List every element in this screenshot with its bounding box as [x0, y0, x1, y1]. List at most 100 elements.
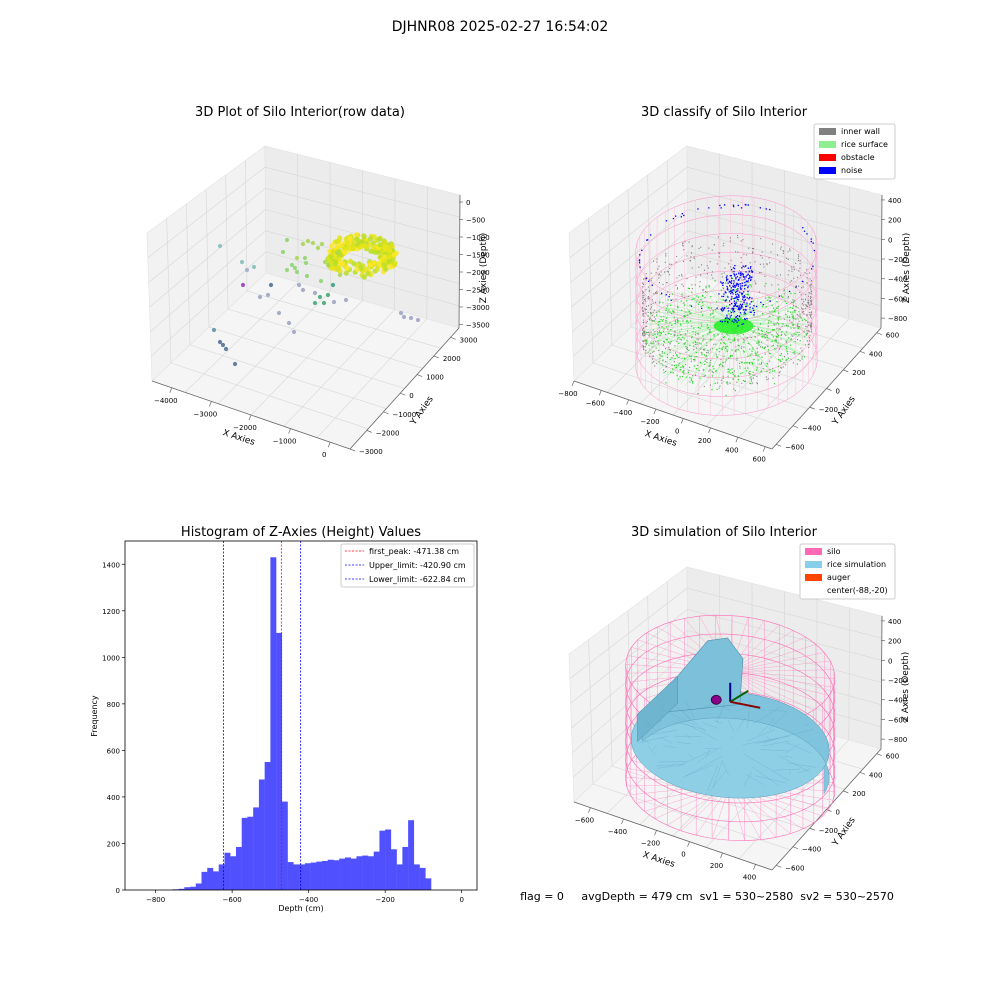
rice-surface-point — [732, 378, 734, 380]
panel-classify-title: 3D classify of Silo Interior — [641, 105, 808, 120]
raw-point — [280, 249, 286, 255]
inner-wall-point — [752, 252, 753, 254]
inner-wall-point — [764, 336, 765, 338]
rice-surface-point — [775, 339, 777, 342]
inner-wall-point — [764, 275, 766, 277]
rice-surface-point — [662, 359, 664, 361]
inner-wall-point — [779, 348, 780, 350]
x-tick-mark — [654, 830, 657, 836]
x-axis-line — [573, 380, 773, 450]
noise-point — [742, 298, 744, 300]
inner-wall-point — [658, 265, 660, 267]
x-tick-label: −600 — [223, 896, 242, 904]
rice-surface-point — [722, 310, 724, 312]
rice-surface-point — [758, 344, 760, 346]
rice-surface-point — [803, 331, 805, 333]
rice-surface-point — [696, 295, 698, 297]
rice-surface-point — [785, 334, 787, 336]
noise-point — [733, 274, 736, 276]
inner-wall-point — [805, 325, 807, 327]
center-axis-x — [730, 700, 761, 709]
rice-surface-point — [690, 358, 692, 360]
noise-point — [733, 280, 735, 282]
noise-point — [806, 233, 808, 235]
rice-surface-point — [708, 285, 710, 287]
noise-point — [744, 296, 746, 298]
inner-wall-point — [646, 325, 648, 327]
x-tick-label: 0 — [675, 428, 679, 436]
inner-wall-point — [766, 264, 768, 266]
rice-surface-point — [740, 317, 742, 319]
x-tick-label: −600 — [586, 399, 605, 407]
rice-surface-point — [740, 313, 742, 315]
histogram-bar — [190, 886, 196, 890]
raw-point — [294, 255, 300, 261]
rice-surface-point — [744, 380, 746, 382]
inner-wall-point — [679, 334, 681, 336]
rice-surface-point — [738, 362, 741, 364]
y-tick-label: 200 — [852, 790, 865, 798]
rice-surface-point — [785, 359, 787, 361]
noise-point — [735, 320, 737, 322]
inner-wall-point — [642, 307, 644, 309]
noise-point — [732, 204, 735, 206]
rice-surface-point — [747, 361, 749, 364]
x-tick-label: −400 — [299, 896, 318, 904]
x-tick-label: 0 — [681, 851, 685, 859]
rice-surface-point — [685, 321, 688, 323]
rice-surface-point — [795, 318, 797, 320]
rice-surface-point — [796, 325, 799, 327]
rice-simulation-mesh — [652, 744, 657, 750]
rice-surface-point — [708, 332, 710, 334]
y-tick-label: −3000 — [359, 448, 383, 456]
noise-point — [701, 307, 703, 310]
noise-point — [759, 207, 761, 209]
inner-wall-point — [648, 290, 650, 293]
rice-surface-point — [777, 316, 779, 319]
inner-wall-point — [801, 307, 803, 309]
rice-surface-point — [712, 371, 714, 374]
histogram-bar — [258, 779, 265, 890]
noise-point — [647, 239, 649, 241]
inner-wall-point — [732, 373, 734, 375]
inner-wall-point — [666, 366, 667, 368]
inner-wall-point — [706, 352, 708, 354]
inner-wall-point — [651, 277, 653, 279]
inner-wall-point — [706, 265, 708, 267]
histogram-bar — [345, 857, 351, 890]
noise-point — [745, 305, 748, 307]
rice-surface-point — [706, 291, 708, 293]
rice-surface-point — [722, 361, 724, 363]
inner-wall-point — [807, 302, 809, 304]
raw-point — [346, 244, 353, 250]
inner-wall-point — [665, 348, 667, 350]
rice-surface-point — [716, 301, 718, 303]
inner-wall-point — [787, 296, 789, 298]
inner-wall-point — [761, 341, 763, 343]
legend-swatch-rice-surface — [819, 141, 836, 148]
noise-point — [716, 307, 718, 309]
inner-wall-point — [789, 319, 791, 321]
inner-wall-point — [778, 375, 780, 377]
inner-wall-point — [737, 251, 739, 253]
status-line: flag = 0 avgDepth = 479 cm sv1 = 530~258… — [520, 890, 894, 903]
rice-surface-point — [743, 333, 745, 335]
noise-point — [732, 293, 734, 295]
rice-surface-ray — [733, 294, 782, 323]
rice-surface-ray — [707, 285, 734, 323]
inner-wall-point — [783, 289, 785, 291]
rice-surface-point — [698, 369, 700, 372]
inner-wall-point — [681, 283, 683, 285]
inner-wall-point — [681, 295, 683, 297]
inner-wall-point — [764, 285, 766, 287]
noise-point — [743, 296, 745, 298]
legend-label-inner-wall: inner wall — [841, 127, 880, 136]
rice-surface-point — [684, 358, 686, 360]
inner-wall-point — [700, 274, 702, 276]
inner-wall-point — [673, 334, 675, 336]
rice-surface-point — [740, 373, 742, 375]
noise-point — [737, 317, 739, 320]
noise-point — [726, 314, 728, 316]
inner-wall-point — [652, 351, 654, 353]
